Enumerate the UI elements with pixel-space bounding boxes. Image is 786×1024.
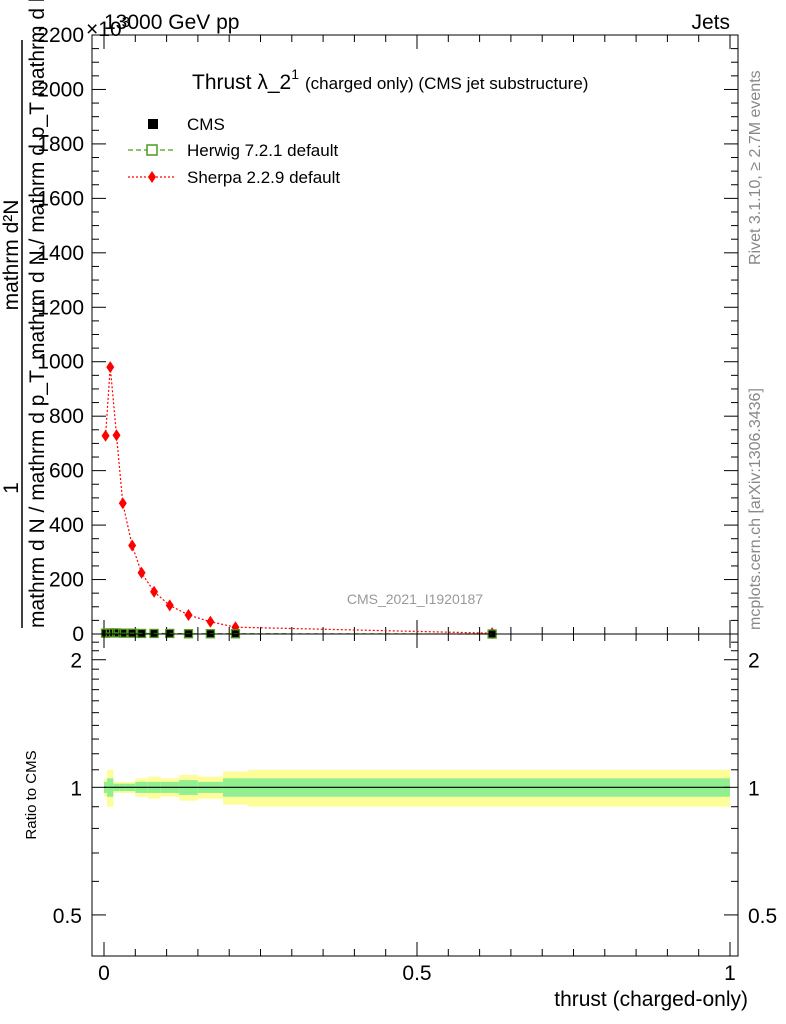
ratio-ytick-label-right: 0.5	[748, 905, 777, 928]
legend-herwig-label: Herwig 7.2.1 default	[187, 141, 338, 160]
xtick-label: 0.5	[402, 962, 431, 985]
sherpa-point	[165, 599, 174, 612]
main-ytick-label: 400	[49, 514, 84, 537]
sherpa-point	[150, 585, 159, 598]
legend-sherpa-label: Sherpa 2.2.9 default	[187, 168, 340, 187]
main-y-ticks: 0 200 400 600 800 1000 1200 1400 1600 1800 2000 220…	[37, 24, 738, 646]
main-ytick-label: 1600	[37, 187, 84, 210]
ratio-ytick-label-left: 2	[70, 650, 82, 673]
ratio-x-ticks: 0 0.5 1	[98, 634, 736, 985]
legend-cms-label: CMS	[187, 115, 225, 134]
plot-title-main: Thrust λ_2	[192, 71, 291, 94]
ratio-plot-frame	[91, 633, 739, 957]
herwig-point	[127, 628, 137, 638]
plot-title: Thrust λ_21 (charged only) (CMS jet subst…	[192, 66, 588, 94]
main-ytick-label: 200	[49, 569, 84, 592]
main-ytick-label: 1800	[37, 133, 84, 156]
main-ytick-label: 1200	[37, 296, 84, 319]
analysis-watermark: CMS_2021_I1920187	[347, 591, 483, 607]
main-ytick-label: 0	[72, 623, 84, 646]
main-ytick-label: 1400	[37, 242, 84, 265]
sherpa-point	[137, 566, 146, 579]
x-axis-title: thrust (charged-only)	[554, 988, 748, 1011]
header-right: Jets	[691, 11, 730, 34]
herwig-point	[100, 628, 111, 638]
y-title-one: 1	[0, 482, 23, 494]
y-title-denominator-top: mathrm d N / mathrm d p_T	[26, 370, 49, 628]
y-title-denominator-bottom: mathrm d N / mathrm d p_T mathrm d lambd…	[26, 0, 49, 360]
ratio-ytick-label-left: 0.5	[53, 905, 82, 928]
main-ytick-label: 800	[49, 405, 84, 428]
main-ytick-label: 2200	[37, 24, 84, 47]
herwig-point	[165, 628, 175, 639]
sherpa-point	[106, 361, 115, 374]
mcplots-label: mcplots.cern.ch [arXiv:1306.3436]	[747, 388, 764, 630]
xtick-label: 1	[724, 962, 736, 985]
main-ytick-label: 600	[49, 460, 84, 483]
y-multiplier-exp: 3	[122, 14, 130, 31]
sherpa-point	[206, 615, 215, 628]
legend-sherpa-marker	[148, 171, 156, 183]
herwig-series	[100, 628, 497, 639]
herwig-point	[111, 628, 122, 638]
herwig-line	[105, 632, 493, 635]
sherpa-point	[118, 497, 127, 510]
ratio-ytick-label-left: 1	[70, 777, 82, 800]
sherpa-point	[101, 429, 110, 442]
sherpa-point	[112, 429, 121, 442]
y-multiplier: ×103	[86, 14, 130, 41]
ratio-y-title: Ratio to CMS	[23, 750, 40, 839]
main-ytick-label: 2000	[37, 78, 84, 101]
plot-title-suffix: (charged only) (CMS jet substructure)	[305, 74, 588, 93]
y-axis-title: 1 mathrm d²N mathrm d N / mathrm d p_T m…	[0, 0, 49, 628]
herwig-point	[149, 628, 159, 639]
main-ytick-label: 1000	[37, 351, 84, 374]
y-title-numerator: mathrm d²N	[0, 200, 23, 311]
legend: CMS Herwig 7.2.1 default Sherpa 2.2.9 de…	[128, 115, 340, 187]
sherpa-point	[128, 539, 137, 552]
plot-title-sup: 1	[291, 66, 299, 82]
legend-herwig-marker	[146, 144, 158, 156]
rivet-label: Rivet 3.1.10, ≥ 2.7M events	[747, 70, 764, 265]
header-left: 13000 GeV pp	[104, 11, 239, 34]
sherpa-line	[104, 367, 493, 634]
legend-cms-marker	[148, 119, 158, 129]
herwig-point	[136, 628, 147, 639]
herwig-point	[118, 628, 128, 638]
ratio-y-ticks: 0.5 0.5 1 1 2 2	[53, 641, 777, 928]
herwig-point	[105, 628, 115, 638]
sherpa-point	[184, 608, 193, 621]
ratio-ytick-label-right: 2	[748, 650, 760, 673]
ratio-ytick-label-right: 1	[748, 777, 760, 800]
xtick-label: 0	[98, 962, 110, 985]
ratio-bands	[104, 769, 731, 807]
